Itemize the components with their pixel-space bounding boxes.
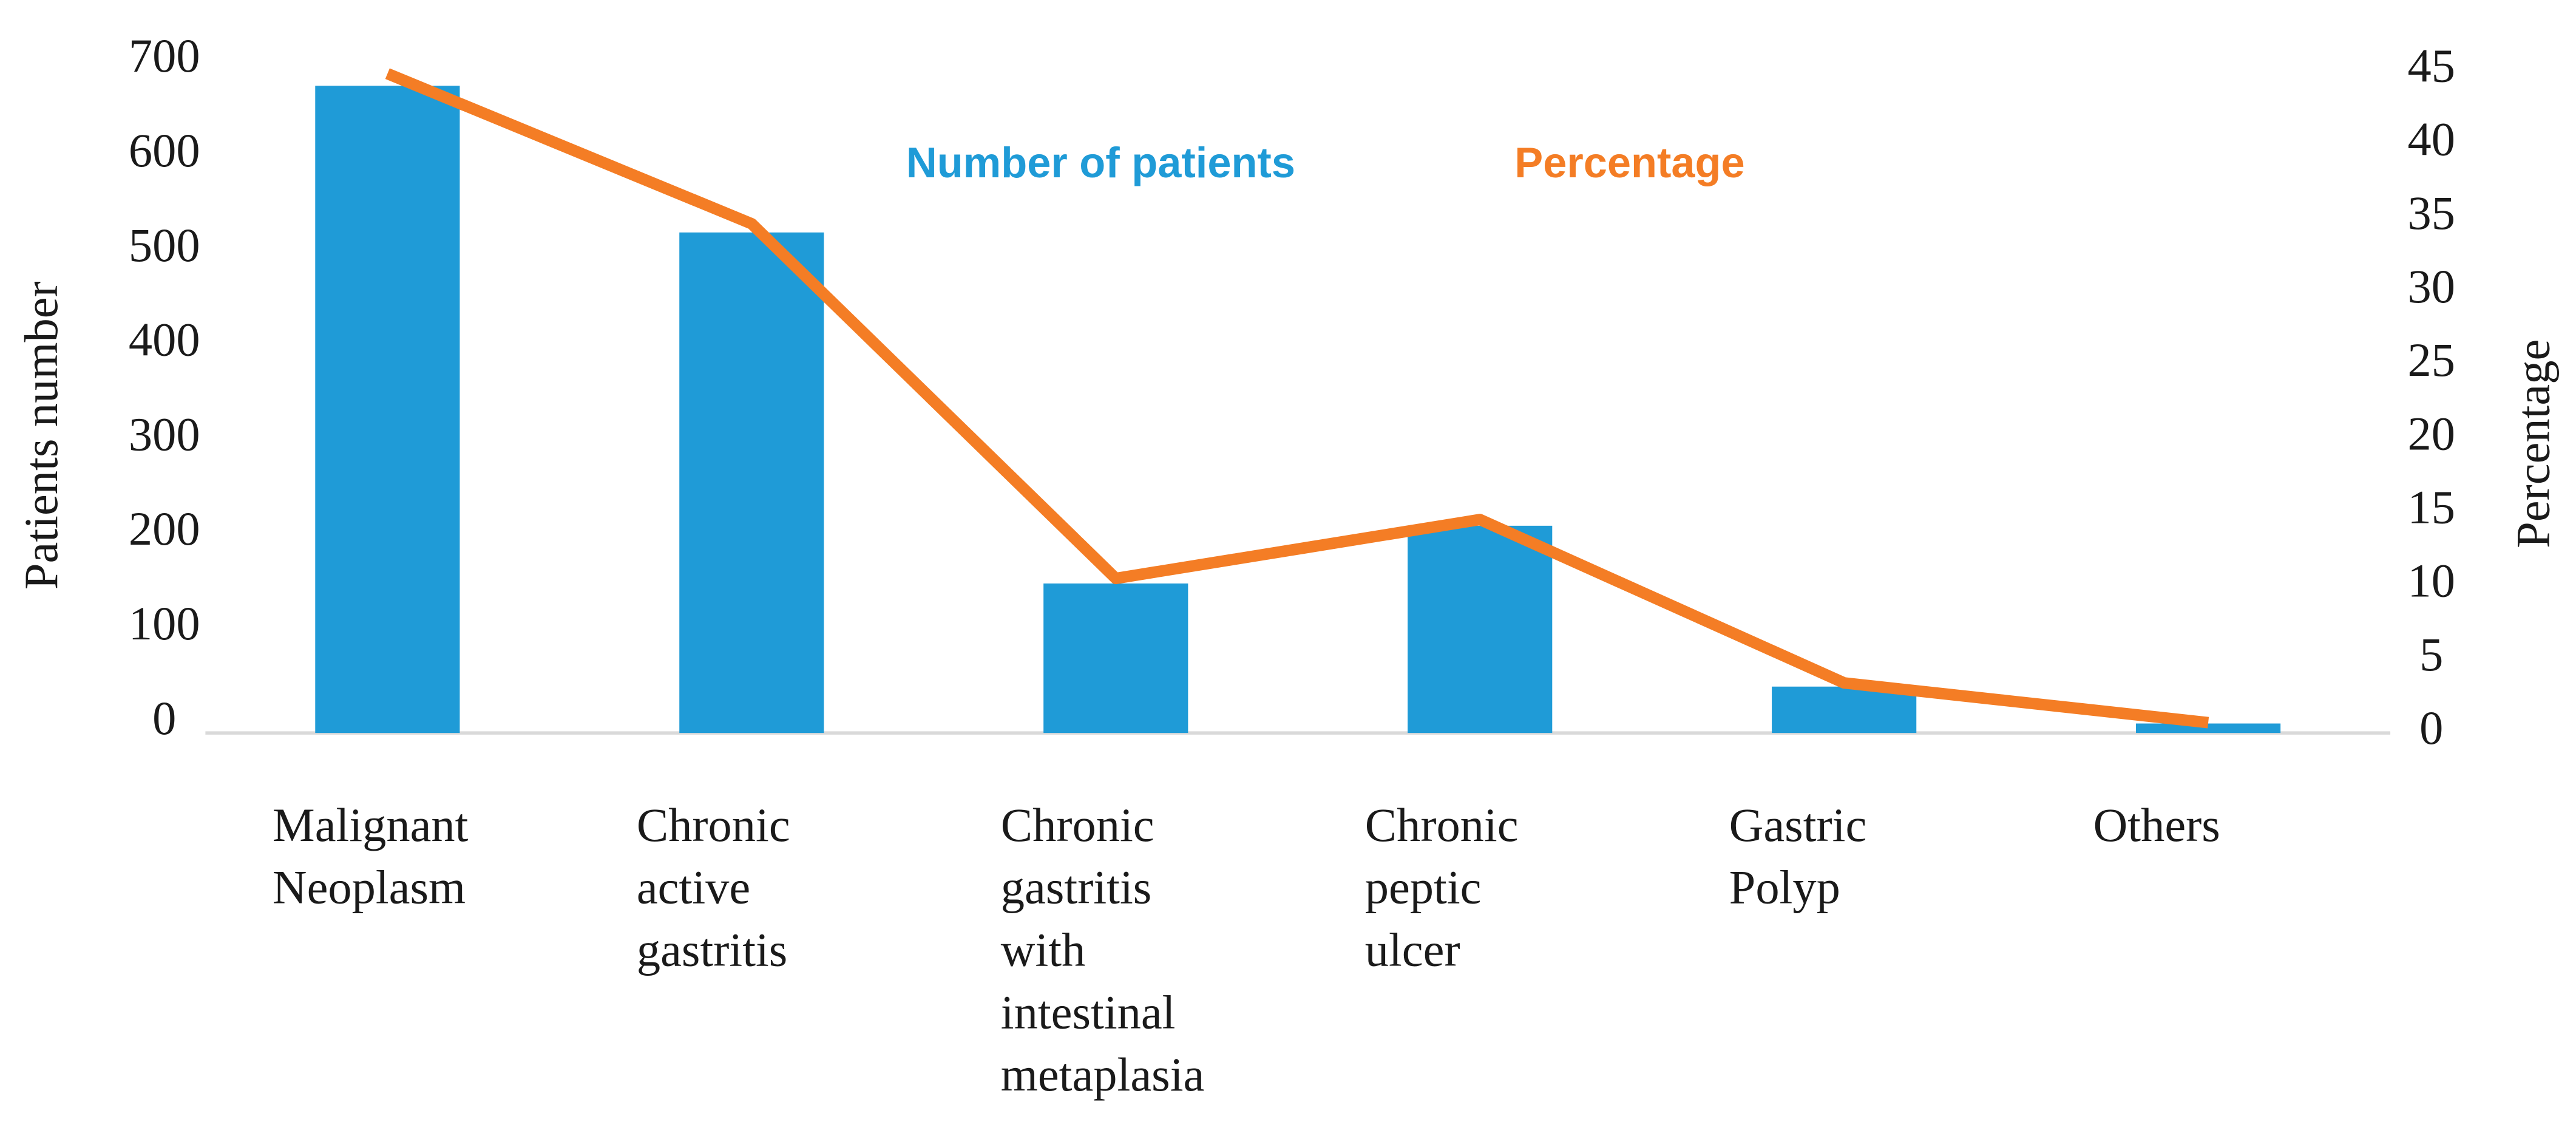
x-tick-label: Malignant Neoplasm	[273, 798, 469, 914]
bar	[315, 86, 460, 733]
y2-tick-label: 45	[2408, 39, 2455, 92]
x-tick-label: Gastric Polyp	[1729, 798, 1867, 914]
y-tick-label: 400	[129, 313, 200, 366]
x-tick-label: Others	[2093, 798, 2220, 851]
y-tick-label: 500	[129, 219, 200, 271]
x-tick-label: Chronic peptic ulcer	[1365, 798, 1519, 976]
y2-tick-label: 5	[2419, 628, 2443, 681]
x-tick-label: Chronic active gastritis	[637, 798, 790, 976]
legend-label: Percentage	[1514, 138, 1744, 186]
y-tick-label: 0	[152, 692, 176, 744]
line	[385, 68, 2209, 729]
bar	[2136, 723, 2281, 733]
y2-tick-label: 20	[2408, 407, 2455, 460]
y2-tick-label: 0	[2419, 701, 2443, 754]
y-tick-label: 300	[129, 407, 200, 460]
y2-tick-label: 40	[2408, 113, 2455, 166]
bar	[1408, 525, 1553, 733]
y2-tick-label: 30	[2408, 260, 2455, 313]
bar	[1772, 686, 1917, 733]
bar	[679, 232, 824, 733]
legend-label: Number of patients	[906, 138, 1295, 186]
y2-tick-label: 15	[2408, 481, 2455, 534]
y-tick-label: 200	[129, 502, 200, 555]
y-tick-label: 100	[129, 597, 200, 650]
y2-axis-title: Percentage	[2507, 339, 2560, 548]
x-tick-label: Chronic gastritis with intestinal metaplasia	[1001, 798, 1205, 1101]
y-axis-title: Patients number	[15, 281, 67, 590]
y2-tick-label: 10	[2408, 554, 2455, 607]
y-tick-label: 600	[129, 124, 200, 177]
y2-tick-label: 25	[2408, 333, 2455, 386]
y-tick-label: 700	[129, 29, 200, 82]
y2-tick-label: 35	[2408, 186, 2455, 239]
bar	[1043, 583, 1188, 733]
